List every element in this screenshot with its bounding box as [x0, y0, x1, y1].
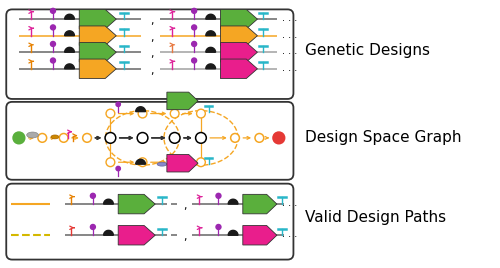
Circle shape	[196, 158, 205, 167]
Circle shape	[60, 133, 68, 142]
Polygon shape	[220, 43, 258, 62]
Text: · · ·: · · ·	[282, 201, 297, 211]
Circle shape	[50, 42, 56, 46]
Circle shape	[50, 58, 56, 63]
Circle shape	[192, 42, 196, 46]
Circle shape	[170, 158, 179, 167]
Polygon shape	[136, 107, 145, 111]
Text: Design Space Graph: Design Space Graph	[305, 131, 462, 146]
Circle shape	[90, 225, 96, 229]
Circle shape	[255, 133, 264, 142]
Circle shape	[105, 133, 116, 143]
Circle shape	[196, 109, 205, 118]
Circle shape	[106, 109, 115, 118]
Polygon shape	[64, 31, 74, 36]
Circle shape	[82, 133, 92, 142]
Polygon shape	[167, 154, 198, 172]
Text: Valid Design Paths: Valid Design Paths	[305, 210, 446, 225]
Polygon shape	[104, 199, 114, 204]
Polygon shape	[80, 59, 116, 79]
Circle shape	[106, 158, 115, 167]
Circle shape	[216, 193, 221, 198]
Polygon shape	[64, 14, 74, 19]
Circle shape	[273, 132, 284, 144]
Polygon shape	[118, 225, 155, 245]
Polygon shape	[206, 64, 216, 69]
Text: ,: ,	[150, 16, 154, 26]
Polygon shape	[64, 64, 74, 69]
Circle shape	[138, 158, 147, 167]
FancyBboxPatch shape	[6, 102, 294, 180]
Circle shape	[192, 8, 196, 13]
Polygon shape	[206, 14, 216, 19]
Polygon shape	[80, 26, 116, 45]
Polygon shape	[228, 230, 238, 235]
Circle shape	[90, 193, 96, 198]
Text: ,: ,	[150, 49, 154, 59]
Polygon shape	[243, 225, 277, 245]
Polygon shape	[118, 194, 155, 214]
Text: ,: ,	[150, 66, 154, 76]
Polygon shape	[80, 43, 116, 62]
Polygon shape	[243, 194, 277, 214]
Text: · · ·: · · ·	[282, 49, 297, 59]
Text: ,: ,	[150, 33, 154, 43]
Polygon shape	[80, 9, 116, 29]
Circle shape	[116, 102, 120, 106]
Polygon shape	[220, 59, 258, 79]
Circle shape	[192, 25, 196, 30]
Circle shape	[13, 132, 25, 144]
Circle shape	[192, 58, 196, 63]
Polygon shape	[167, 92, 198, 110]
Text: · · ·: · · ·	[282, 66, 297, 76]
Circle shape	[50, 25, 56, 30]
Text: · · ·: · · ·	[282, 16, 297, 26]
Ellipse shape	[157, 162, 167, 166]
Circle shape	[196, 133, 206, 143]
Circle shape	[216, 225, 221, 229]
Circle shape	[137, 133, 148, 143]
Polygon shape	[104, 230, 114, 235]
Text: ,: ,	[184, 201, 187, 211]
FancyBboxPatch shape	[6, 184, 294, 260]
Polygon shape	[220, 9, 258, 29]
Polygon shape	[220, 26, 258, 45]
Polygon shape	[206, 31, 216, 36]
FancyBboxPatch shape	[6, 9, 294, 99]
Circle shape	[230, 133, 239, 142]
Circle shape	[170, 133, 180, 143]
Circle shape	[170, 109, 179, 118]
Circle shape	[116, 166, 120, 171]
Polygon shape	[228, 199, 238, 204]
Ellipse shape	[51, 135, 59, 139]
Text: Genetic Designs: Genetic Designs	[305, 43, 430, 58]
Polygon shape	[64, 47, 74, 52]
Circle shape	[138, 109, 147, 118]
Text: · · ·: · · ·	[282, 33, 297, 43]
Circle shape	[50, 8, 56, 13]
Text: ,: ,	[184, 232, 187, 242]
Polygon shape	[136, 159, 145, 164]
Ellipse shape	[26, 132, 38, 138]
Text: · · ·: · · ·	[282, 232, 297, 242]
Circle shape	[38, 133, 46, 142]
Polygon shape	[206, 47, 216, 52]
